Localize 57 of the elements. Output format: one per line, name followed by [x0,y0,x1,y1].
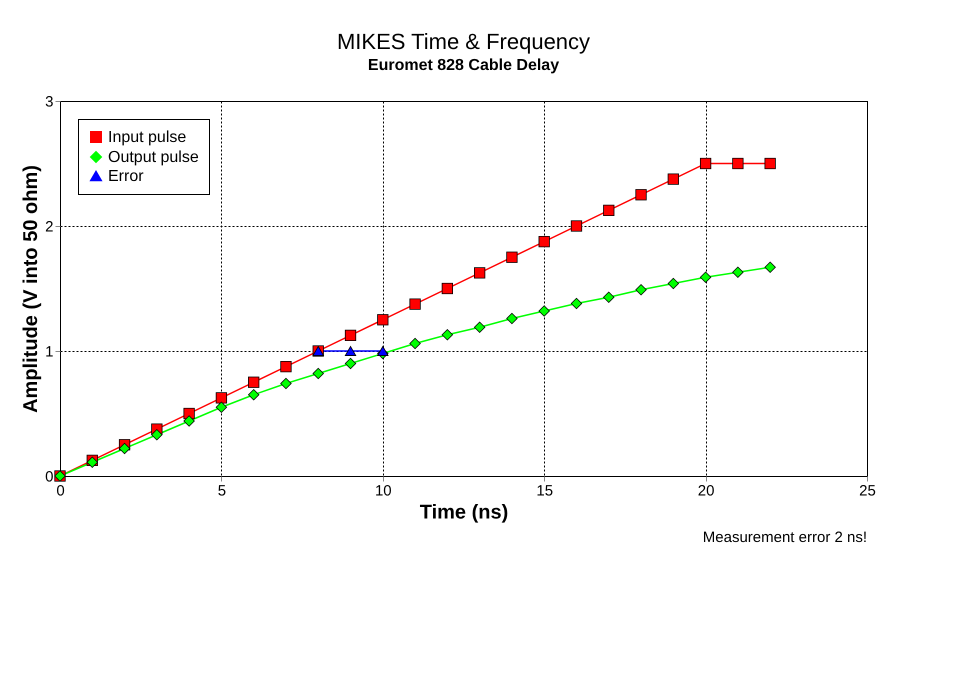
point [151,429,162,440]
point [409,338,421,350]
point [700,272,712,283]
point [248,389,260,400]
point [248,376,260,388]
x-tick-label: 10 [374,482,392,500]
point [764,158,776,170]
y-tick-label: 0 [45,468,54,486]
point [442,329,454,340]
y-tick-label: 3 [45,94,54,110]
point [280,360,292,372]
text: Measurement error 2 ns! [702,529,867,546]
point [570,220,582,232]
x-tick-label: 0 [56,482,65,500]
point [538,236,550,248]
point [377,314,388,326]
legend-label: Input pulse [108,129,186,146]
point [312,368,324,380]
x-tick-label: 25 [859,482,876,500]
point [764,262,776,273]
point [183,415,195,427]
point [474,322,486,333]
point [538,305,550,317]
point [506,252,518,263]
point [344,346,356,356]
point [344,330,356,342]
chart-title: MIKES Time & Frequency [336,29,590,54]
legend-label: Output pulse [108,149,199,166]
point [732,266,744,278]
point [216,392,228,404]
y-tick-label: 2 [45,218,54,236]
point [700,158,712,170]
point [474,267,486,279]
point [570,298,582,310]
x-tick-label: 15 [536,482,554,500]
x-tick-label: 5 [218,482,226,500]
point [732,158,744,170]
point [280,378,292,390]
point [506,312,518,324]
point [344,358,356,370]
point [635,189,647,200]
x-axis-title: Time (ns) [420,502,508,524]
point [668,173,679,185]
legend-label: Error [108,168,144,185]
point [668,278,679,290]
point [409,298,421,310]
point [442,282,454,294]
point [216,402,228,413]
y-tick-label: 1 [45,344,54,360]
point [118,442,130,454]
point [635,284,647,296]
point [377,346,388,356]
chart-subtitle: Euromet 828 Cable Delay [368,57,560,74]
point [603,292,614,303]
y-axis-title: Amplitude (V into 50 ohm) [20,165,42,413]
point [603,204,614,216]
x-tick-label: 20 [698,482,714,500]
